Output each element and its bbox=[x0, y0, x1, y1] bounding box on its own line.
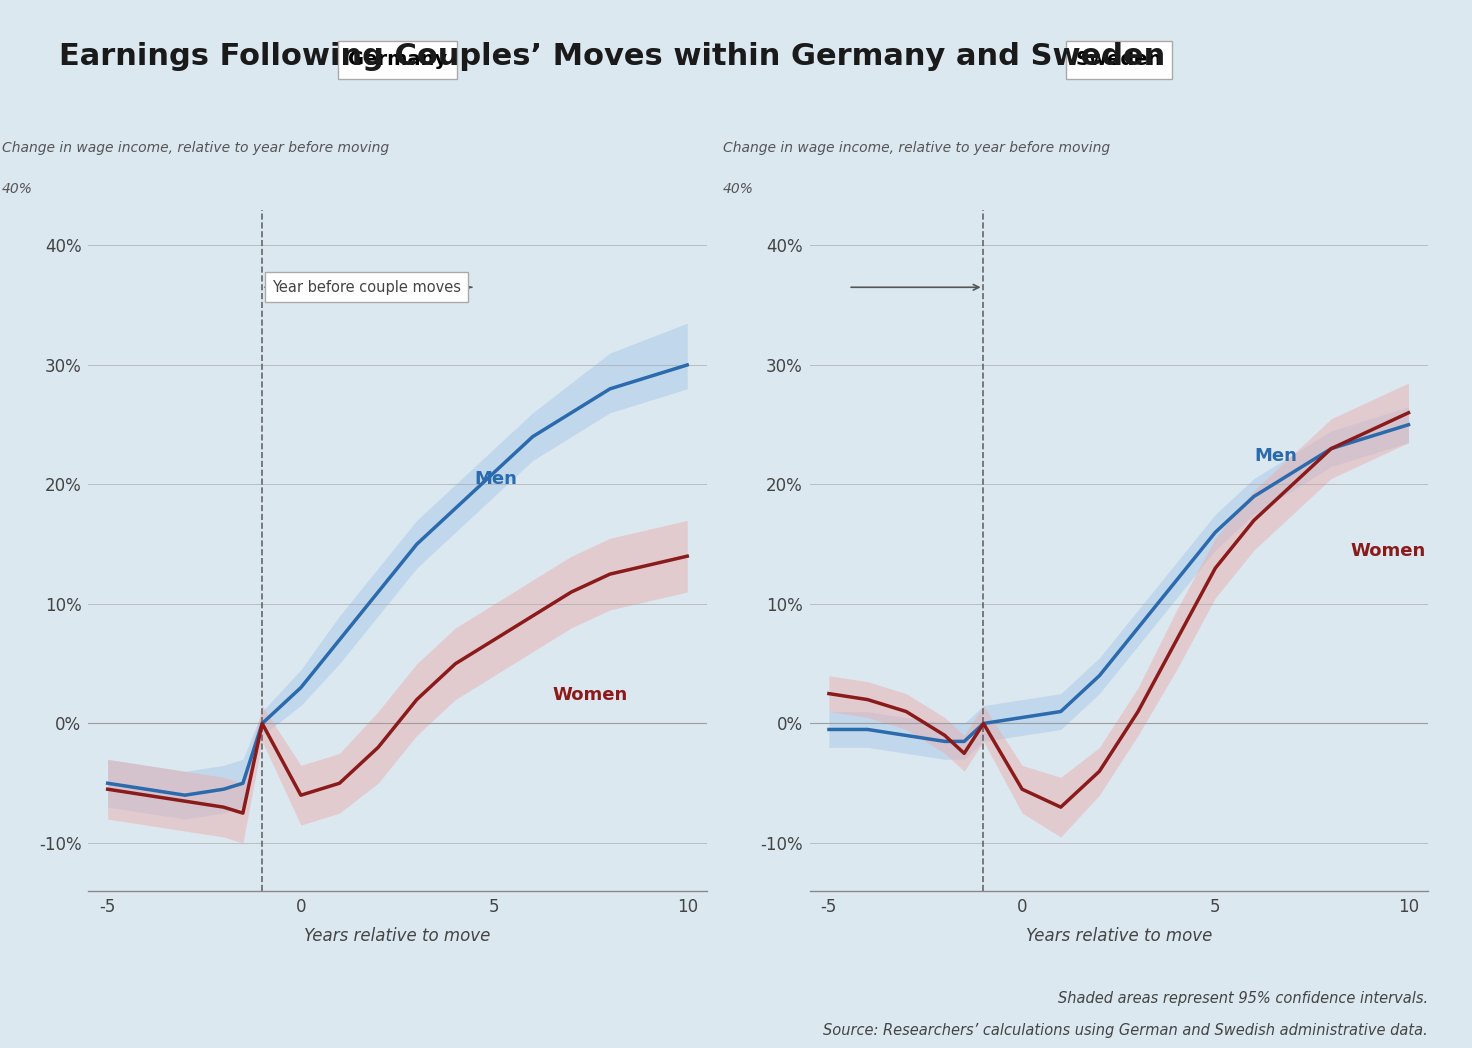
Text: Change in wage income, relative to year before moving: Change in wage income, relative to year … bbox=[723, 141, 1110, 155]
Text: Shaded areas represent 95% confidence intervals.: Shaded areas represent 95% confidence in… bbox=[1058, 991, 1428, 1006]
Text: Germany: Germany bbox=[347, 50, 447, 69]
Text: Year before couple moves: Year before couple moves bbox=[272, 280, 461, 294]
Text: 40%: 40% bbox=[1, 182, 32, 196]
Text: Men: Men bbox=[474, 471, 518, 488]
Text: Women: Women bbox=[552, 685, 627, 703]
Text: Earnings Following Couples’ Moves within Germany and Sweden: Earnings Following Couples’ Moves within… bbox=[59, 42, 1166, 71]
X-axis label: Years relative to move: Years relative to move bbox=[305, 926, 490, 945]
Text: Change in wage income, relative to year before moving: Change in wage income, relative to year … bbox=[1, 141, 389, 155]
Text: 40%: 40% bbox=[723, 182, 754, 196]
Text: Men: Men bbox=[1254, 446, 1297, 464]
X-axis label: Years relative to move: Years relative to move bbox=[1026, 926, 1211, 945]
Text: Sweden: Sweden bbox=[1076, 50, 1161, 69]
Text: Source: Researchers’ calculations using German and Swedish administrative data.: Source: Researchers’ calculations using … bbox=[823, 1023, 1428, 1038]
Text: Women: Women bbox=[1351, 542, 1426, 561]
